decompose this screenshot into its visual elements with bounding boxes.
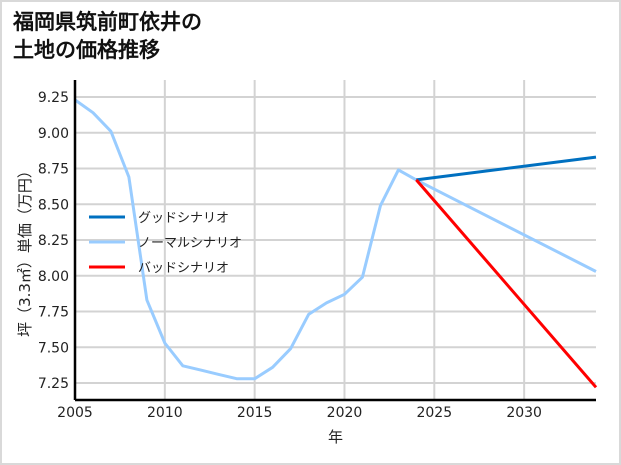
y-tick-label: 7.75: [38, 305, 69, 321]
x-axis-label: 年: [328, 428, 343, 446]
tick-labels: 7.25 7.50 7.75 8.00 8.25 8.50 8.75 9.00 9.25 2005…: [38, 90, 542, 421]
legend-label: バッドシナリオ: [138, 261, 229, 276]
y-tick-label: 7.25: [38, 376, 69, 392]
y-tick-label: 8.00: [38, 269, 69, 285]
x-tick-label: 2025: [416, 405, 452, 421]
chart-title: 福岡県筑前町依井の 土地の価格推移: [13, 8, 202, 64]
x-tick-label: 2020: [327, 405, 363, 421]
axes: [73, 80, 596, 402]
legend-label: グッドシナリオ: [138, 211, 229, 226]
series-line-0: [416, 155, 597, 182]
y-tick-label: 8.25: [38, 233, 69, 249]
y-tick-label: 9.25: [38, 90, 69, 106]
series-line-1: [74, 98, 597, 381]
x-tick-label: 2010: [147, 405, 183, 421]
series-line-2: [415, 178, 598, 389]
gridlines: [75, 80, 596, 400]
x-tick-label: 2015: [237, 405, 273, 421]
legend-label: ノーマルシナリオ: [138, 236, 242, 251]
x-tick-label: 2030: [506, 405, 542, 421]
y-tick-label: 8.50: [38, 197, 69, 213]
y-tick-label: 8.75: [38, 162, 69, 178]
y-tick-label: 7.50: [38, 340, 69, 356]
series-lines: [74, 98, 598, 389]
y-axis-label: 坪（3.3㎡）単価（万円）: [16, 163, 34, 337]
chart-title-line2: 土地の価格推移: [13, 38, 160, 62]
x-tick-label: 2005: [57, 405, 93, 421]
y-tick-label: 9.00: [38, 126, 69, 142]
chart-title-line1: 福岡県筑前町依井の: [13, 10, 202, 34]
